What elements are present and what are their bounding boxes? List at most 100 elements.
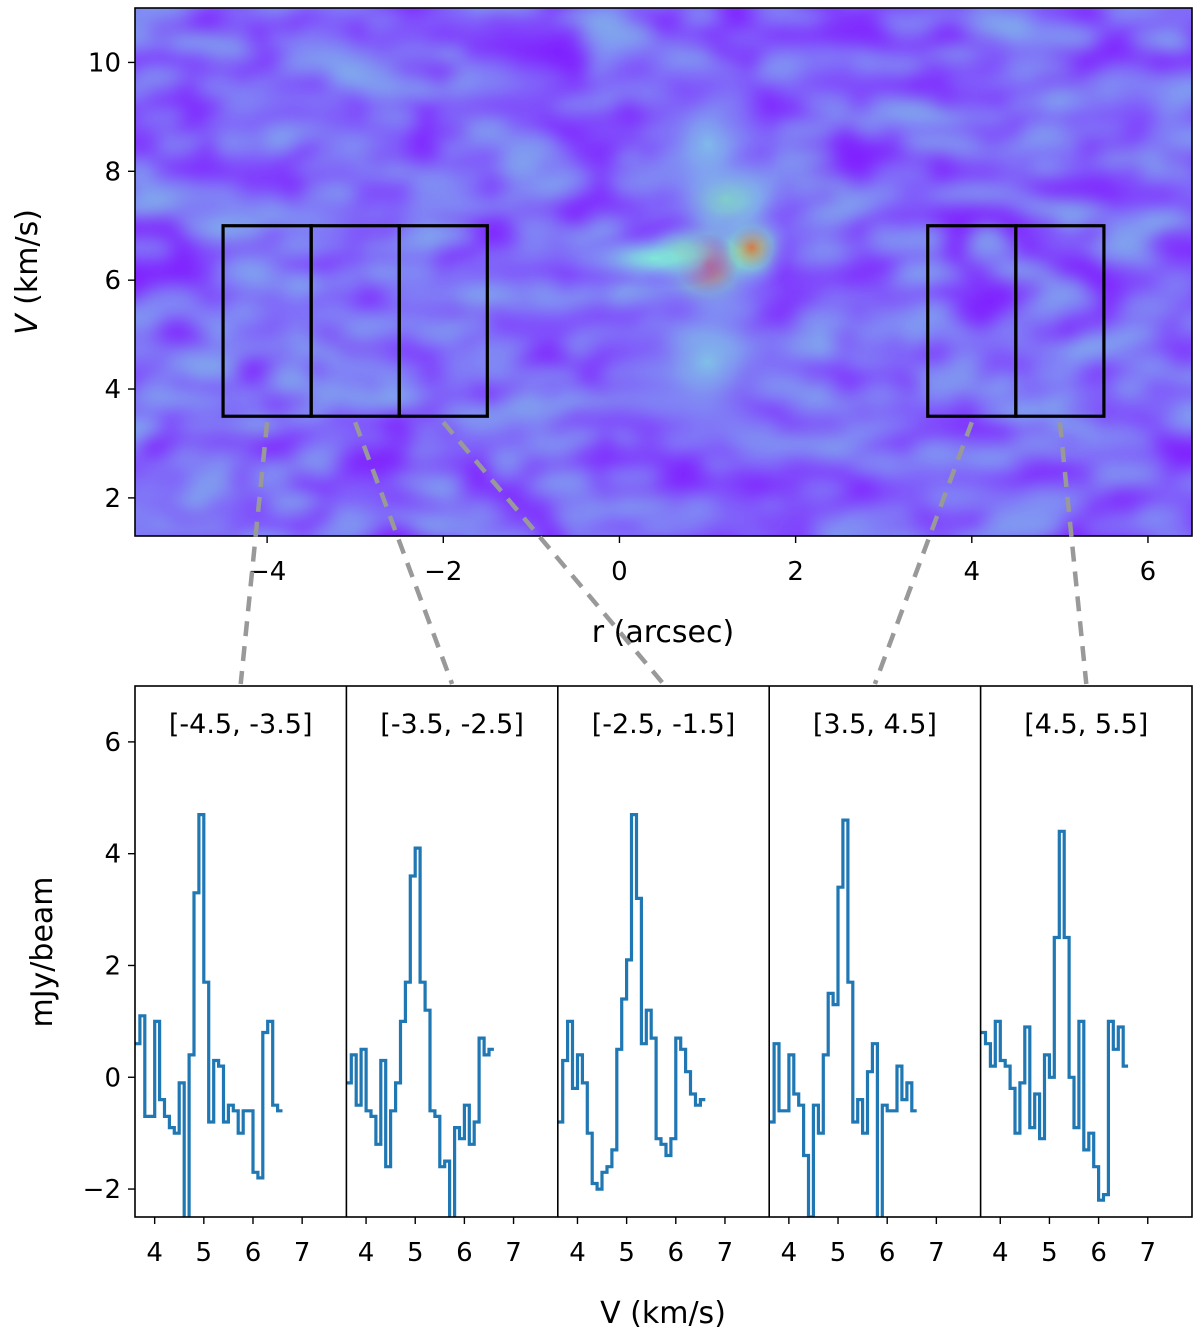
heatmap-noise-cell [410, 520, 482, 536]
heatmap-noise-cell [1161, 8, 1192, 26]
heatmap-noise-cell [789, 172, 853, 193]
spectrum-panel-title: [3.5, 4.5] [813, 709, 937, 740]
heatmap-noise-cell [135, 8, 194, 26]
extraction-box [1014, 224, 1106, 418]
heatmap-noise-cell [1066, 121, 1132, 142]
spectra-outer-frame [134, 685, 1193, 1218]
heatmap-noise-cell [1181, 329, 1192, 346]
spectrum-x-tick-label: 7 [1139, 1238, 1156, 1268]
spectrum-x-tick-label: 5 [1041, 1238, 1058, 1268]
pv-axes-frame [134, 7, 1193, 537]
pv-x-ticks: −4 −2 0 2 4 6 [248, 536, 1156, 587]
heatmap-noise-cell [512, 417, 551, 438]
pv-y-tick-label: 8 [104, 157, 121, 187]
heatmap-noise-cell [142, 520, 229, 536]
heatmap-noise-cell [347, 391, 432, 412]
heatmap-noise-cell [1173, 187, 1192, 205]
pv-y-axis-label-unit: (km/s) [10, 209, 45, 314]
heatmap-noise-cell [453, 18, 506, 39]
spectrum-panel-title: [4.5, 5.5] [1024, 709, 1148, 740]
pv-heatmap [135, 8, 1192, 536]
spectrum-y-tick-label: 6 [104, 728, 121, 758]
pv-x-tick-label: 6 [1140, 557, 1157, 587]
heatmap-noise-cell [135, 70, 184, 90]
spectrum-x-tick-label: 6 [456, 1238, 473, 1268]
heatmap-noise-cell [468, 82, 550, 103]
heatmap-noise-cell [486, 404, 569, 425]
heatmap-noise-cell [475, 520, 546, 536]
heatmap-noise-cell [206, 224, 267, 245]
heatmap-noise-cell [1026, 198, 1111, 219]
heatmap-noise-cell [880, 275, 932, 296]
pv-y-tick-label: 2 [104, 484, 121, 514]
heatmap-noise-cell [1054, 160, 1124, 180]
heatmap-noise-cell [882, 18, 936, 39]
heatmap-noise-cell [1092, 468, 1163, 489]
pv-x-tick-label: −2 [424, 557, 462, 587]
spectrum-x-tick-label: 4 [358, 1238, 375, 1268]
pv-y-tick-label: 10 [88, 48, 121, 78]
pv-x-tick-label: −4 [248, 557, 286, 587]
heatmap-noise-cell [340, 430, 401, 450]
heatmap-noise-cell [1068, 391, 1134, 412]
connector-line [238, 422, 270, 685]
heatmap-noise-cell [232, 340, 284, 360]
heatmap-noise-cell [1179, 213, 1192, 230]
heatmap-noise-cell [233, 481, 279, 502]
heatmap-noise-cell [570, 185, 608, 206]
heatmap-noise-cell [980, 520, 1066, 536]
spectrum-panel-title: [-3.5, -2.5] [380, 709, 524, 740]
extraction-boxes [221, 224, 1106, 418]
spectrum-line [980, 829, 1129, 1202]
heatmap-noise-cell [741, 520, 805, 536]
spectrum-line [557, 813, 706, 1191]
spectra-titles: [-4.5, -3.5] [-3.5, -2.5] [-2.5, -1.5] [3.5… [169, 709, 1148, 740]
heatmap-noise-cell [340, 211, 396, 232]
spectrum-x-tick-label: 7 [928, 1238, 945, 1268]
spectrum-panel-title: [-2.5, -1.5] [592, 709, 736, 740]
spectrum-y-tick-label: 2 [104, 951, 121, 981]
spectra-y-axis-label: mJy/beam [25, 876, 60, 1027]
connector-line [1057, 422, 1089, 685]
heatmap-noise-cell [423, 481, 463, 502]
pv-y-axis-label: V (km/s) [10, 209, 45, 335]
heatmap-noise-cell [663, 520, 711, 536]
heatmap-noise-cell [1155, 31, 1192, 52]
spectrum-x-tick-label: 5 [618, 1238, 635, 1268]
heatmap-noise-cell [446, 198, 519, 219]
spectra-panels: [-4.5, -3.5] [-3.5, -2.5] [-2.5, -1.5] [3.5… [25, 685, 1193, 1331]
heatmap-noise-cell [227, 160, 297, 180]
pv-y-axis-label-symbol: V [10, 312, 45, 335]
heatmap-noise-cell [201, 44, 262, 65]
heatmap-noise-cell [549, 95, 621, 116]
heatmap-noise-cell [585, 121, 645, 142]
heatmap-noise-cell [776, 121, 838, 142]
spectrum-x-tick-label: 7 [717, 1238, 734, 1268]
heatmap-noise-cell [550, 134, 605, 155]
heatmap-noise-cell [1140, 211, 1192, 232]
pv-x-tick-label: 0 [611, 557, 628, 587]
heatmap-noise-cell [370, 134, 413, 155]
extraction-box [397, 224, 489, 418]
pv-x-axis-label: r (arcsec) [592, 615, 734, 650]
heatmap-noise-cell [1179, 316, 1192, 332]
spectrum-x-tick-label: 7 [294, 1238, 311, 1268]
spectrum-x-tick-label: 4 [146, 1238, 163, 1268]
spectrum-y-tick-label: 4 [104, 840, 121, 870]
spectra-lines [135, 813, 1129, 1217]
spectra-frames [134, 685, 1193, 1218]
heatmap-noise-cell [919, 8, 989, 26]
spectrum-line [346, 846, 494, 1217]
spectra-x-ticks: 4 5 6 7 4 5 6 7 4 5 6 7 4 5 6 7 4 5 6 7 [146, 1217, 1156, 1268]
spectrum-y-tick-label: 0 [104, 1063, 121, 1093]
heatmap-noise-cell [408, 442, 494, 463]
pv-y-tick-label: 6 [104, 266, 121, 296]
pv-diagram-panel: −4 −2 0 2 4 6 2 4 6 8 10 r (arcsec) V (km/s) [10, 7, 1193, 650]
pv-x-tick-label: 4 [964, 557, 981, 587]
spectrum-x-tick-label: 5 [407, 1238, 424, 1268]
heatmap-noise-cell [218, 8, 297, 26]
heatmap-noise-cell [1166, 520, 1192, 536]
heatmap-noise-cell [135, 431, 145, 449]
heatmap-noise-cell [174, 417, 235, 438]
